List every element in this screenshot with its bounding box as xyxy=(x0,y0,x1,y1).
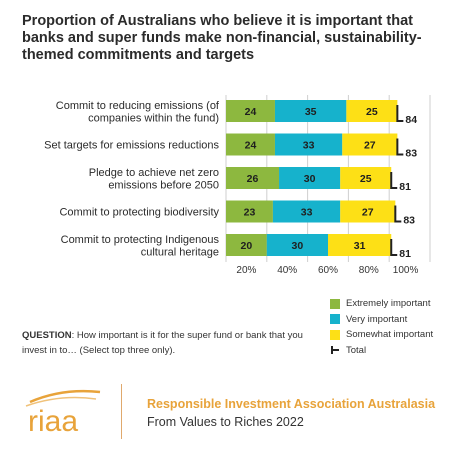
footer-divider xyxy=(121,384,122,439)
x-tick-label: 100% xyxy=(393,265,419,276)
x-tick-label: 60% xyxy=(318,265,338,276)
category-label: cultural heritage xyxy=(141,246,219,258)
data-label: 35 xyxy=(305,106,317,118)
data-label: 24 xyxy=(245,106,257,118)
chart-title: Proportion of Australians who believe it… xyxy=(22,13,422,63)
total-label: 84 xyxy=(405,114,417,126)
legend-item-somewhat-important: Somewhat important xyxy=(330,327,433,343)
category-label: companies within the fund) xyxy=(88,112,219,124)
data-label: 20 xyxy=(241,240,253,252)
legend-item-very-important: Very important xyxy=(330,312,433,328)
bar-segment xyxy=(342,133,398,156)
category-label: emissions before 2050 xyxy=(108,179,219,191)
data-label: 23 xyxy=(244,207,256,219)
category-label: Commit to protecting Indigenous xyxy=(61,234,220,246)
stacked-bar-chart: Commit to reducing emissions (ofcompanie… xyxy=(44,95,431,276)
data-label: 26 xyxy=(247,173,259,185)
legend-item-extremely-important: Extremely important xyxy=(330,296,433,312)
total-label: 81 xyxy=(399,248,411,260)
legend-swatch-very-important xyxy=(330,314,340,325)
legend-swatch-somewhat-important xyxy=(330,329,340,340)
bar-segment xyxy=(226,200,273,223)
bar-segment xyxy=(274,100,347,122)
data-label: 27 xyxy=(362,207,374,219)
chart-legend: Extremely important Very important Somew… xyxy=(330,296,433,358)
category-label: Set targets for emissions reductions xyxy=(44,140,219,152)
bar-segment xyxy=(340,167,392,189)
data-label: 31 xyxy=(354,240,366,252)
data-label: 33 xyxy=(301,207,313,219)
x-tick-label: 40% xyxy=(277,265,297,276)
data-label: 24 xyxy=(245,140,257,152)
riaa-logo: riaa xyxy=(25,389,101,438)
legend-label-extremely-important: Extremely important xyxy=(346,298,431,310)
data-label: 25 xyxy=(366,106,378,118)
category-label: Commit to reducing emissions (of xyxy=(56,100,220,112)
svg-text:riaa: riaa xyxy=(28,405,78,438)
legend-item-total: Total xyxy=(330,343,433,359)
category-label: Commit to protecting biodiversity xyxy=(59,207,219,219)
bar-segment xyxy=(340,200,396,223)
legend-label-somewhat-important: Somewhat important xyxy=(346,329,434,341)
bar-segment xyxy=(279,167,341,189)
legend-swatch-extremely-important xyxy=(330,298,340,309)
bar-segment xyxy=(226,133,275,156)
total-label: 81 xyxy=(399,181,411,193)
total-label: 83 xyxy=(403,215,415,227)
organisation-name: Responsible Investment Association Austr… xyxy=(147,397,436,411)
x-tick-label: 20% xyxy=(236,265,256,276)
data-label: 27 xyxy=(364,140,376,152)
question-text: : How important is it for the super fund… xyxy=(22,330,303,356)
legend-total-marker-icon xyxy=(330,345,340,355)
data-label: 30 xyxy=(304,173,316,185)
bar-segment xyxy=(346,100,398,122)
data-label: 30 xyxy=(292,240,304,252)
x-tick-label: 80% xyxy=(359,265,379,276)
bar-segment xyxy=(266,234,328,256)
bar-segment xyxy=(226,234,267,256)
total-label: 83 xyxy=(405,148,417,160)
question-label: QUESTION xyxy=(22,330,72,341)
bar-segment xyxy=(226,100,275,122)
legend-label-very-important: Very important xyxy=(346,313,408,325)
data-label: 33 xyxy=(303,140,315,152)
bar-segment xyxy=(328,234,392,256)
survey-question: QUESTION: How important is it for the su… xyxy=(22,328,312,358)
legend-label-total: Total xyxy=(346,344,367,356)
bar-segment xyxy=(274,133,343,156)
bar-segment xyxy=(226,167,280,189)
category-label: Pledge to achieve net zero xyxy=(89,167,219,179)
bar-segment xyxy=(272,200,341,223)
data-label: 25 xyxy=(360,173,372,185)
report-name: From Values to Riches 2022 xyxy=(147,415,304,429)
